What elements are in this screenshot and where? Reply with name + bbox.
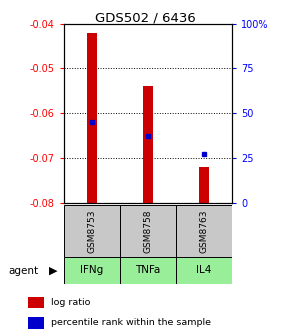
Text: ▶: ▶ [49, 266, 58, 276]
Text: GSM8758: GSM8758 [143, 209, 153, 253]
Text: IFNg: IFNg [80, 265, 104, 276]
Bar [28, 297, 44, 308]
Text: GDS502 / 6436: GDS502 / 6436 [95, 12, 195, 25]
Text: agent: agent [9, 266, 39, 276]
Text: IL4: IL4 [196, 265, 212, 276]
Bar [143, 86, 153, 203]
Bar [64, 257, 120, 284]
Bar [28, 317, 44, 329]
Bar [87, 33, 97, 203]
Text: TNFa: TNFa [135, 265, 161, 276]
Bar [120, 257, 176, 284]
Text: GSM8763: GSM8763 [200, 209, 209, 253]
Bar [176, 205, 232, 257]
Text: GSM8753: GSM8753 [87, 209, 96, 253]
Text: log ratio: log ratio [51, 298, 91, 307]
Bar [120, 205, 176, 257]
Bar [64, 205, 120, 257]
Text: percentile rank within the sample: percentile rank within the sample [51, 319, 211, 328]
Bar [176, 257, 232, 284]
Bar [199, 167, 209, 203]
